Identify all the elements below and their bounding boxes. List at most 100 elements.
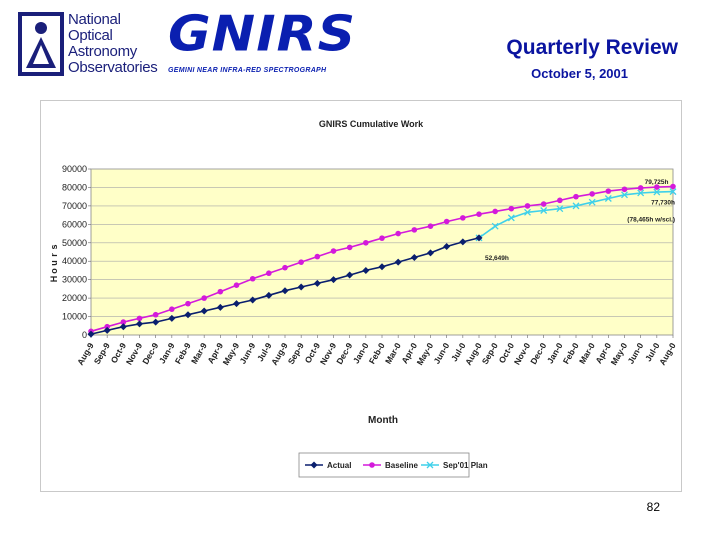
x-tick-label: Aug-9: [269, 341, 290, 367]
cumulative-work-chart: GNIRS Cumulative Work 0 10000 20000 30000 40…: [49, 119, 678, 478]
y-tick-label: 0: [82, 330, 87, 340]
data-point: [313, 279, 321, 287]
data-point: [427, 249, 434, 257]
data-point: [491, 222, 499, 230]
data-point: [265, 291, 273, 299]
chart-frame: GNIRS Cumulative Work 0 10000 20000 30000 40…: [40, 100, 682, 492]
x-tick-label: Jun-0: [431, 341, 451, 366]
data-point: [669, 188, 677, 196]
data-point: [443, 242, 451, 250]
x-tick-label: Jun-9: [237, 341, 257, 366]
data-point: [508, 205, 515, 212]
x-tick-label: Aug-0: [657, 341, 678, 367]
data-point: [379, 235, 385, 241]
data-point: [369, 462, 375, 468]
series-sep-01-plan: [475, 188, 677, 242]
y-tick-label: 90000: [62, 164, 87, 174]
data-point: [200, 307, 208, 315]
data-point: [233, 282, 240, 288]
data-point: [572, 202, 580, 210]
data-point: [394, 258, 402, 266]
gnirs-logo-text: GNIRS: [168, 6, 357, 63]
data-point: [460, 215, 466, 221]
data-point: [426, 461, 434, 469]
data-point: [249, 296, 257, 304]
data-point: [346, 244, 353, 251]
slide-date: October 5, 2001: [531, 66, 628, 81]
data-point: [411, 227, 418, 233]
data-point: [540, 207, 548, 214]
data-point: [556, 205, 564, 213]
x-tick-label: Dec-9: [334, 341, 354, 366]
gnirs-logo-subtitle: GEMINI NEAR INFRA-RED SPECTROGRAPH: [168, 67, 327, 74]
data-point: [281, 287, 289, 295]
data-point: [201, 295, 207, 301]
data-point: [427, 223, 434, 229]
data-point: [604, 195, 612, 202]
data-point: [310, 461, 318, 469]
org-line-1: National: [68, 11, 121, 28]
x-tick-label: Dec-0: [528, 341, 548, 366]
x-tick-label: Sep-0: [480, 341, 500, 366]
slide-title: Quarterly Review: [506, 36, 678, 59]
x-tick-label: Sep-9: [92, 341, 112, 366]
organization-name: National Optical Astronomy Observatories: [68, 11, 158, 76]
data-point: [507, 214, 515, 222]
data-point: [314, 253, 321, 260]
data-point: [152, 318, 160, 326]
x-tick-label: Sep-9: [286, 341, 306, 366]
noao-logo-icon: [18, 12, 64, 76]
data-point: [637, 189, 645, 197]
y-axis-label-char: r: [49, 253, 59, 257]
data-point: [395, 230, 401, 237]
data-point: [330, 276, 337, 284]
data-point: [557, 197, 563, 204]
data-point: [492, 208, 498, 215]
data-point: [184, 311, 192, 319]
data-point: [266, 270, 272, 277]
data-point: [524, 208, 531, 216]
data-point: [654, 184, 660, 190]
data-point: [443, 218, 450, 225]
legend-box: [298, 452, 470, 478]
org-line-2: Optical: [68, 27, 113, 44]
data-point: [540, 201, 547, 207]
data-point: [670, 183, 676, 190]
x-tick-label: Jun-0: [625, 341, 645, 366]
plot-area: 0 10000 20000 30000 40000 50000 60000 70000 8000…: [62, 164, 678, 367]
data-annotation: 52,649h: [485, 255, 509, 262]
data-point: [378, 263, 386, 271]
legend-label: Sep'01 Plan: [443, 461, 488, 470]
x-tick-label: May-0: [609, 341, 630, 367]
data-point: [621, 186, 628, 193]
chart-title: GNIRS Cumulative Work: [319, 119, 424, 129]
data-point: [476, 211, 482, 217]
data-point: [621, 191, 628, 199]
data-point: [104, 323, 110, 330]
y-tick-label: 70000: [62, 201, 87, 211]
data-point: [605, 188, 612, 194]
data-point: [152, 311, 159, 318]
data-annotation: 77,730h: [651, 200, 675, 207]
x-axis-label: Month: [368, 415, 398, 426]
data-point: [136, 315, 143, 322]
data-point: [217, 288, 224, 295]
data-point: [168, 314, 176, 322]
data-point: [524, 203, 531, 209]
y-tick-label: 50000: [62, 238, 87, 248]
data-point: [185, 300, 191, 307]
x-tick-label: May-0: [415, 341, 436, 367]
y-tick-label: 10000: [62, 312, 87, 322]
x-tick-label: Mar-9: [189, 341, 209, 366]
x-tick-label: Aug-0: [463, 341, 484, 367]
series-actual: [87, 234, 483, 338]
data-point: [249, 275, 256, 282]
org-line-3: Astronomy: [68, 43, 137, 60]
y-axis-label-char: u: [49, 260, 59, 266]
y-axis-label-char: H: [49, 276, 59, 283]
y-tick-label: 80000: [62, 182, 87, 192]
data-point: [589, 191, 595, 197]
data-point: [637, 185, 644, 191]
org-line-4: Observatories: [68, 59, 158, 76]
x-tick-label: May-9: [221, 341, 242, 367]
